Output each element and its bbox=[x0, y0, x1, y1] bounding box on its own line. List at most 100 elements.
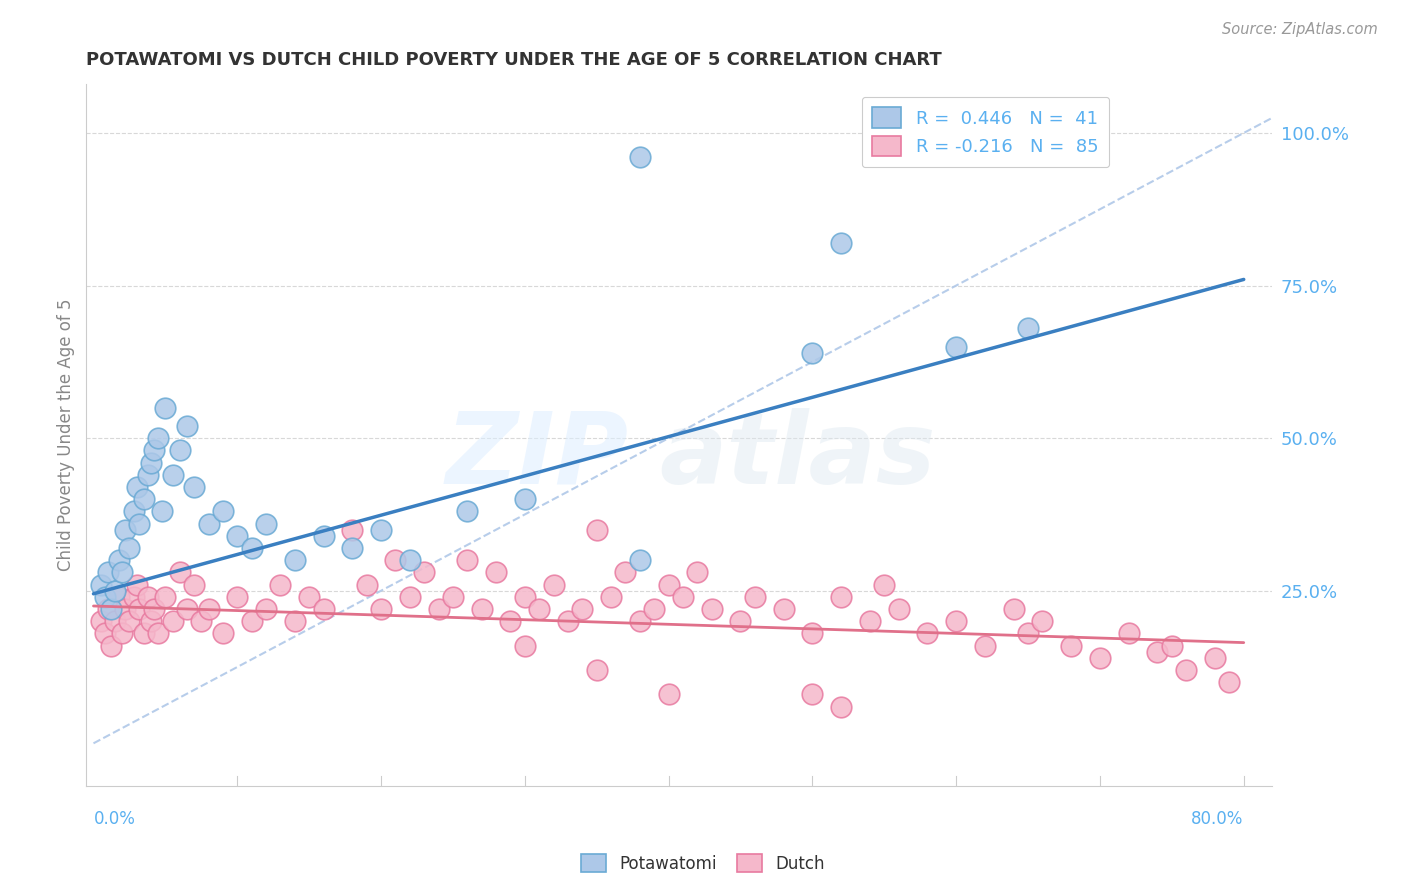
Text: 80.0%: 80.0% bbox=[1191, 811, 1244, 829]
Y-axis label: Child Poverty Under the Age of 5: Child Poverty Under the Age of 5 bbox=[58, 299, 75, 572]
Point bbox=[148, 626, 170, 640]
Point bbox=[1088, 651, 1111, 665]
Point bbox=[240, 614, 263, 628]
Point bbox=[111, 626, 134, 640]
Point bbox=[1002, 602, 1025, 616]
Point bbox=[1017, 626, 1039, 640]
Point bbox=[1160, 639, 1182, 653]
Point bbox=[398, 553, 420, 567]
Point bbox=[456, 504, 478, 518]
Point bbox=[97, 602, 120, 616]
Point bbox=[111, 566, 134, 580]
Point bbox=[226, 590, 249, 604]
Point bbox=[90, 614, 112, 628]
Point bbox=[887, 602, 910, 616]
Point bbox=[917, 626, 939, 640]
Point bbox=[155, 401, 177, 415]
Point bbox=[152, 504, 174, 518]
Point bbox=[226, 529, 249, 543]
Point bbox=[254, 516, 277, 531]
Point bbox=[1218, 675, 1240, 690]
Point bbox=[830, 699, 852, 714]
Point bbox=[148, 431, 170, 445]
Point bbox=[485, 566, 508, 580]
Point bbox=[128, 602, 150, 616]
Point bbox=[342, 541, 364, 555]
Point bbox=[830, 590, 852, 604]
Point bbox=[830, 235, 852, 250]
Point bbox=[945, 340, 967, 354]
Point bbox=[557, 614, 579, 628]
Point bbox=[125, 480, 148, 494]
Point bbox=[125, 577, 148, 591]
Point bbox=[183, 480, 205, 494]
Point bbox=[100, 602, 122, 616]
Point bbox=[370, 523, 392, 537]
Point bbox=[100, 639, 122, 653]
Point bbox=[298, 590, 321, 604]
Point bbox=[413, 566, 436, 580]
Point bbox=[658, 688, 681, 702]
Point bbox=[945, 614, 967, 628]
Point bbox=[254, 602, 277, 616]
Point bbox=[212, 626, 235, 640]
Point bbox=[104, 583, 127, 598]
Point bbox=[136, 590, 159, 604]
Point bbox=[108, 590, 131, 604]
Point bbox=[543, 577, 565, 591]
Point bbox=[142, 602, 165, 616]
Point bbox=[672, 590, 695, 604]
Point bbox=[342, 523, 364, 537]
Point bbox=[441, 590, 464, 604]
Point bbox=[859, 614, 882, 628]
Legend: R =  0.446   N =  41, R = -0.216   N =  85: R = 0.446 N = 41, R = -0.216 N = 85 bbox=[862, 96, 1109, 168]
Point bbox=[974, 639, 997, 653]
Point bbox=[94, 590, 117, 604]
Point bbox=[169, 443, 191, 458]
Point bbox=[269, 577, 291, 591]
Point bbox=[571, 602, 593, 616]
Point bbox=[600, 590, 623, 604]
Legend: Potawatomi, Dutch: Potawatomi, Dutch bbox=[575, 847, 831, 880]
Point bbox=[700, 602, 723, 616]
Point bbox=[197, 516, 219, 531]
Point bbox=[585, 663, 607, 677]
Point bbox=[190, 614, 212, 628]
Point bbox=[284, 614, 307, 628]
Point bbox=[873, 577, 896, 591]
Point bbox=[1060, 639, 1083, 653]
Point bbox=[183, 577, 205, 591]
Point bbox=[471, 602, 494, 616]
Point bbox=[128, 516, 150, 531]
Point bbox=[104, 614, 127, 628]
Point bbox=[1017, 321, 1039, 335]
Point bbox=[155, 590, 177, 604]
Point bbox=[114, 523, 136, 537]
Point bbox=[197, 602, 219, 616]
Point bbox=[122, 504, 145, 518]
Point bbox=[585, 523, 607, 537]
Point bbox=[398, 590, 420, 604]
Point bbox=[801, 688, 824, 702]
Point bbox=[94, 626, 117, 640]
Point bbox=[122, 590, 145, 604]
Point bbox=[284, 553, 307, 567]
Point bbox=[312, 602, 335, 616]
Point bbox=[1118, 626, 1140, 640]
Point bbox=[370, 602, 392, 616]
Point bbox=[384, 553, 406, 567]
Point bbox=[513, 492, 536, 507]
Point bbox=[628, 553, 651, 567]
Text: atlas: atlas bbox=[659, 408, 936, 505]
Point bbox=[730, 614, 752, 628]
Point bbox=[176, 602, 198, 616]
Point bbox=[658, 577, 681, 591]
Point bbox=[90, 577, 112, 591]
Point bbox=[427, 602, 450, 616]
Text: Source: ZipAtlas.com: Source: ZipAtlas.com bbox=[1222, 22, 1378, 37]
Text: POTAWATOMI VS DUTCH CHILD POVERTY UNDER THE AGE OF 5 CORRELATION CHART: POTAWATOMI VS DUTCH CHILD POVERTY UNDER … bbox=[86, 51, 942, 69]
Point bbox=[628, 614, 651, 628]
Point bbox=[118, 541, 141, 555]
Point bbox=[801, 626, 824, 640]
Point bbox=[136, 467, 159, 482]
